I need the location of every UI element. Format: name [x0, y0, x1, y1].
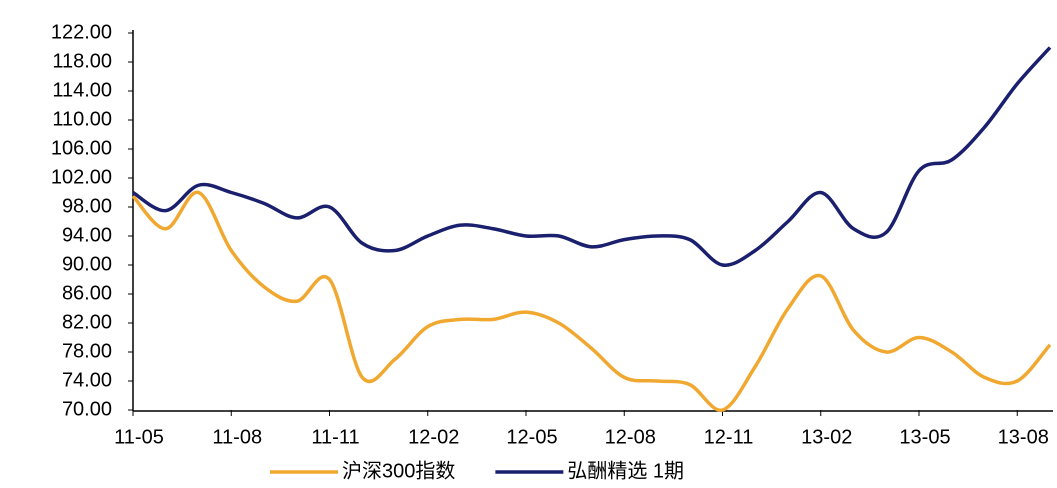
x-tick-label: 12-05	[506, 426, 557, 448]
y-tick-label: 86.00	[62, 282, 112, 304]
y-tick-label: 74.00	[62, 369, 112, 391]
x-tick-label: 12-02	[408, 426, 459, 448]
x-tick-label: 13-05	[899, 426, 950, 448]
y-tick-label: 82.00	[62, 311, 112, 333]
x-tick-label: 13-02	[801, 426, 852, 448]
y-tick-label: 70.00	[62, 398, 112, 420]
x-tick-label: 11-08	[212, 426, 262, 448]
legend-label: 弘酬精选 1期	[567, 459, 684, 482]
y-tick-label: 122.00	[51, 21, 112, 43]
y-tick-label: 118.00	[52, 50, 112, 72]
y-tick-label: 114.00	[52, 79, 112, 101]
y-tick-label: 102.00	[51, 166, 112, 188]
series-line	[132, 46, 1052, 267]
x-tick-label: 11-05	[114, 426, 164, 448]
x-tick-label: 12-11	[704, 426, 754, 448]
y-tick-label: 90.00	[62, 253, 112, 275]
y-tick-label: 110.00	[52, 108, 112, 130]
x-tick-label: 12-08	[605, 426, 656, 448]
y-tick-label: 106.00	[51, 137, 112, 159]
legend-label: 沪深300指数	[342, 459, 455, 482]
y-tick-label: 98.00	[62, 195, 112, 217]
y-tick-label: 78.00	[62, 340, 112, 362]
series-line	[131, 190, 1052, 412]
y-tick-label: 94.00	[62, 224, 112, 246]
x-tick-label: 13-08	[998, 426, 1049, 448]
x-tick-label: 11-11	[311, 426, 359, 448]
